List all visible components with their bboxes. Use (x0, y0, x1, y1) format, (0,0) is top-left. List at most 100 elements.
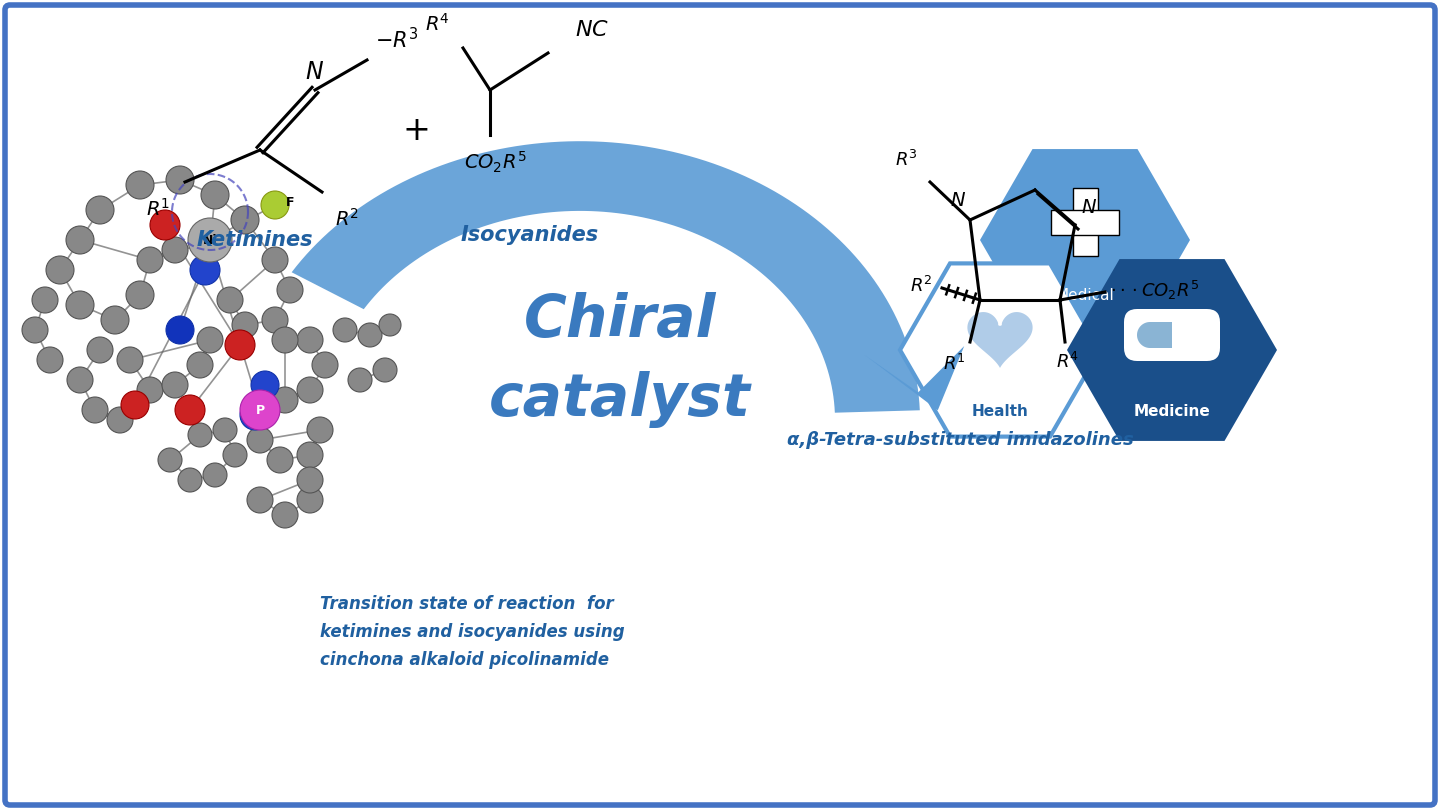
Polygon shape (1067, 259, 1277, 441)
Circle shape (161, 372, 189, 398)
Circle shape (166, 316, 194, 344)
Text: $R^2$: $R^2$ (336, 208, 359, 230)
Circle shape (197, 232, 223, 258)
Circle shape (68, 367, 94, 393)
Circle shape (121, 391, 148, 419)
Circle shape (197, 327, 223, 353)
Text: $R^1$: $R^1$ (145, 198, 170, 220)
Circle shape (190, 255, 220, 285)
Polygon shape (1138, 322, 1151, 348)
Circle shape (297, 327, 323, 353)
Text: $R^2$: $R^2$ (910, 276, 932, 296)
Circle shape (348, 368, 372, 392)
Circle shape (266, 447, 292, 473)
Circle shape (86, 196, 114, 224)
Circle shape (225, 330, 255, 360)
Circle shape (276, 277, 302, 303)
Polygon shape (981, 149, 1189, 331)
Circle shape (101, 306, 130, 334)
Circle shape (217, 287, 243, 313)
Polygon shape (864, 346, 965, 411)
Text: $R^4$: $R^4$ (425, 13, 449, 35)
Text: $\cdot\cdot\cdot CO_2R^5$: $\cdot\cdot\cdot CO_2R^5$ (1110, 279, 1200, 301)
Circle shape (46, 256, 73, 284)
Circle shape (107, 407, 132, 433)
Circle shape (312, 352, 338, 378)
Circle shape (333, 318, 357, 342)
Circle shape (202, 181, 229, 209)
Circle shape (137, 247, 163, 273)
Circle shape (307, 417, 333, 443)
Circle shape (251, 371, 279, 399)
Circle shape (66, 291, 94, 319)
Circle shape (240, 400, 271, 430)
Circle shape (127, 171, 154, 199)
Text: Ketimines: Ketimines (197, 230, 314, 250)
Circle shape (230, 206, 259, 234)
Text: $-R^3$: $-R^3$ (374, 27, 419, 52)
Circle shape (150, 210, 180, 240)
Text: Chiral: Chiral (524, 292, 716, 348)
Circle shape (248, 487, 274, 513)
Text: Transition state of reaction  for
ketimines and isocyanides using
cinchona alkal: Transition state of reaction for ketimin… (320, 595, 625, 668)
Polygon shape (966, 311, 1034, 372)
Circle shape (117, 347, 143, 373)
Circle shape (37, 347, 63, 373)
Circle shape (272, 327, 298, 353)
Circle shape (272, 502, 298, 528)
Text: $N$: $N$ (1081, 198, 1097, 217)
Circle shape (187, 352, 213, 378)
FancyBboxPatch shape (1151, 322, 1172, 348)
Circle shape (32, 287, 58, 313)
Text: Medicine: Medicine (1133, 404, 1211, 420)
Circle shape (297, 442, 323, 468)
Circle shape (248, 427, 274, 453)
Circle shape (166, 166, 194, 194)
Circle shape (137, 377, 163, 403)
Circle shape (240, 390, 279, 430)
Circle shape (359, 323, 382, 347)
FancyBboxPatch shape (1051, 210, 1119, 235)
Circle shape (379, 314, 400, 336)
Polygon shape (900, 263, 1100, 437)
Text: F: F (285, 195, 294, 208)
Circle shape (297, 377, 323, 403)
Circle shape (261, 191, 289, 219)
Text: Medical: Medical (1056, 288, 1115, 302)
Text: Ni: Ni (203, 233, 217, 246)
Text: Isocyanides: Isocyanides (461, 225, 599, 245)
Text: $N$: $N$ (950, 191, 966, 210)
Text: $R^1$: $R^1$ (943, 354, 966, 374)
Circle shape (158, 448, 181, 472)
Circle shape (66, 226, 94, 254)
Text: $N$: $N$ (305, 60, 324, 84)
Circle shape (223, 443, 248, 467)
Circle shape (373, 358, 397, 382)
Circle shape (203, 463, 228, 487)
Circle shape (262, 247, 288, 273)
Circle shape (127, 281, 154, 309)
Circle shape (189, 218, 232, 262)
Circle shape (82, 397, 108, 423)
Text: $+$: $+$ (402, 113, 428, 147)
Text: $R^4$: $R^4$ (1057, 352, 1080, 372)
Circle shape (22, 317, 48, 343)
Circle shape (232, 312, 258, 338)
Text: P: P (255, 403, 265, 416)
Text: Health: Health (972, 404, 1028, 420)
Text: α,β-Tetra-substituted imidazolines: α,β-Tetra-substituted imidazolines (786, 431, 1133, 449)
Circle shape (297, 467, 323, 493)
Text: catalyst: catalyst (490, 372, 750, 428)
Circle shape (213, 418, 238, 442)
Circle shape (179, 468, 202, 492)
Circle shape (272, 387, 298, 413)
FancyBboxPatch shape (1125, 309, 1220, 361)
Polygon shape (292, 141, 920, 413)
Text: $NC$: $NC$ (575, 20, 609, 40)
FancyBboxPatch shape (1073, 188, 1097, 256)
Circle shape (262, 307, 288, 333)
Circle shape (86, 337, 112, 363)
Circle shape (189, 423, 212, 447)
Text: $R^3$: $R^3$ (896, 150, 919, 170)
Circle shape (161, 237, 189, 263)
